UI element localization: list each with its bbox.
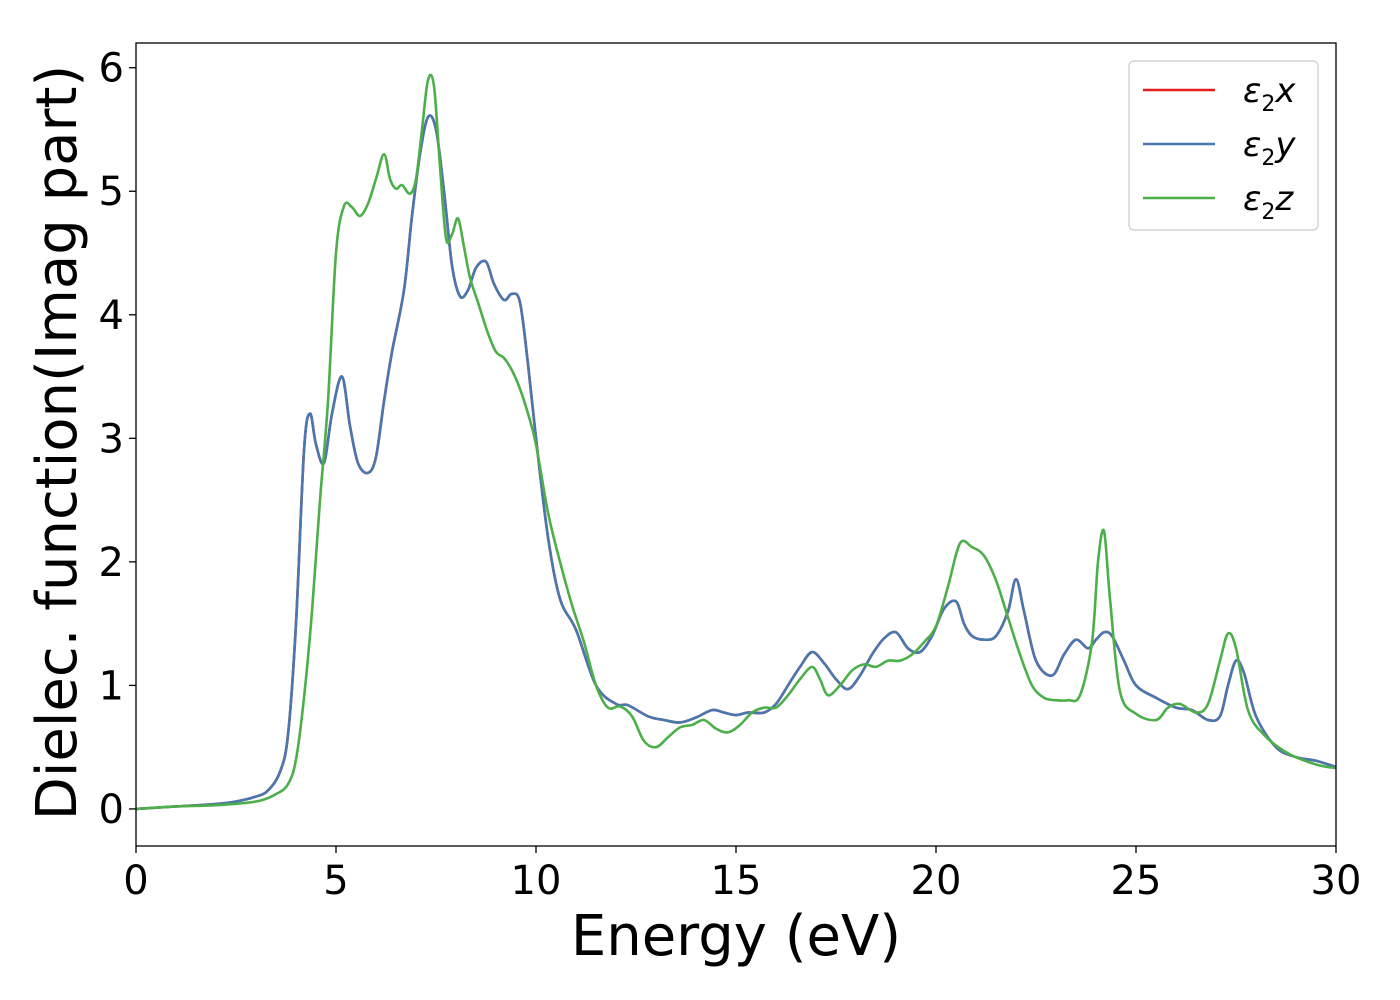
y-tick-label: 4 xyxy=(99,293,124,339)
x-axis-title: Energy (eV) xyxy=(571,904,901,969)
legend-box xyxy=(1128,60,1319,231)
x-tick-label: 15 xyxy=(711,858,762,904)
x-tick-label: 10 xyxy=(511,858,562,904)
y-axis-title: Dielec. function(Imag part) xyxy=(25,65,90,821)
x-axis-ticks: 0 5 10 15 20 25 30 xyxy=(123,846,1361,904)
series-line-z xyxy=(136,73,1336,811)
y-tick-label: 0 xyxy=(99,787,124,833)
legend-label-x: ε2x xyxy=(1243,71,1296,117)
x-tick-label: 5 xyxy=(323,858,348,904)
x-tick-label: 25 xyxy=(1111,858,1162,904)
x-tick-label: 30 xyxy=(1311,858,1362,904)
legend-label-z: ε2z xyxy=(1243,179,1294,225)
series-line-y xyxy=(136,114,1336,811)
y-tick-label: 2 xyxy=(99,540,124,586)
y-tick-label: 6 xyxy=(99,46,124,92)
legend: ε2x ε2y ε2z xyxy=(1128,60,1319,231)
x-tick-label: 0 xyxy=(123,858,148,904)
y-tick-label: 3 xyxy=(99,416,124,462)
y-axis-ticks: 0 1 2 3 4 5 6 xyxy=(99,46,136,833)
x-tick-label: 20 xyxy=(911,858,962,904)
y-tick-label: 1 xyxy=(99,663,124,709)
y-tick-label: 5 xyxy=(99,169,124,215)
series-lines xyxy=(136,73,1336,811)
legend-label-y: ε2y xyxy=(1243,125,1296,171)
